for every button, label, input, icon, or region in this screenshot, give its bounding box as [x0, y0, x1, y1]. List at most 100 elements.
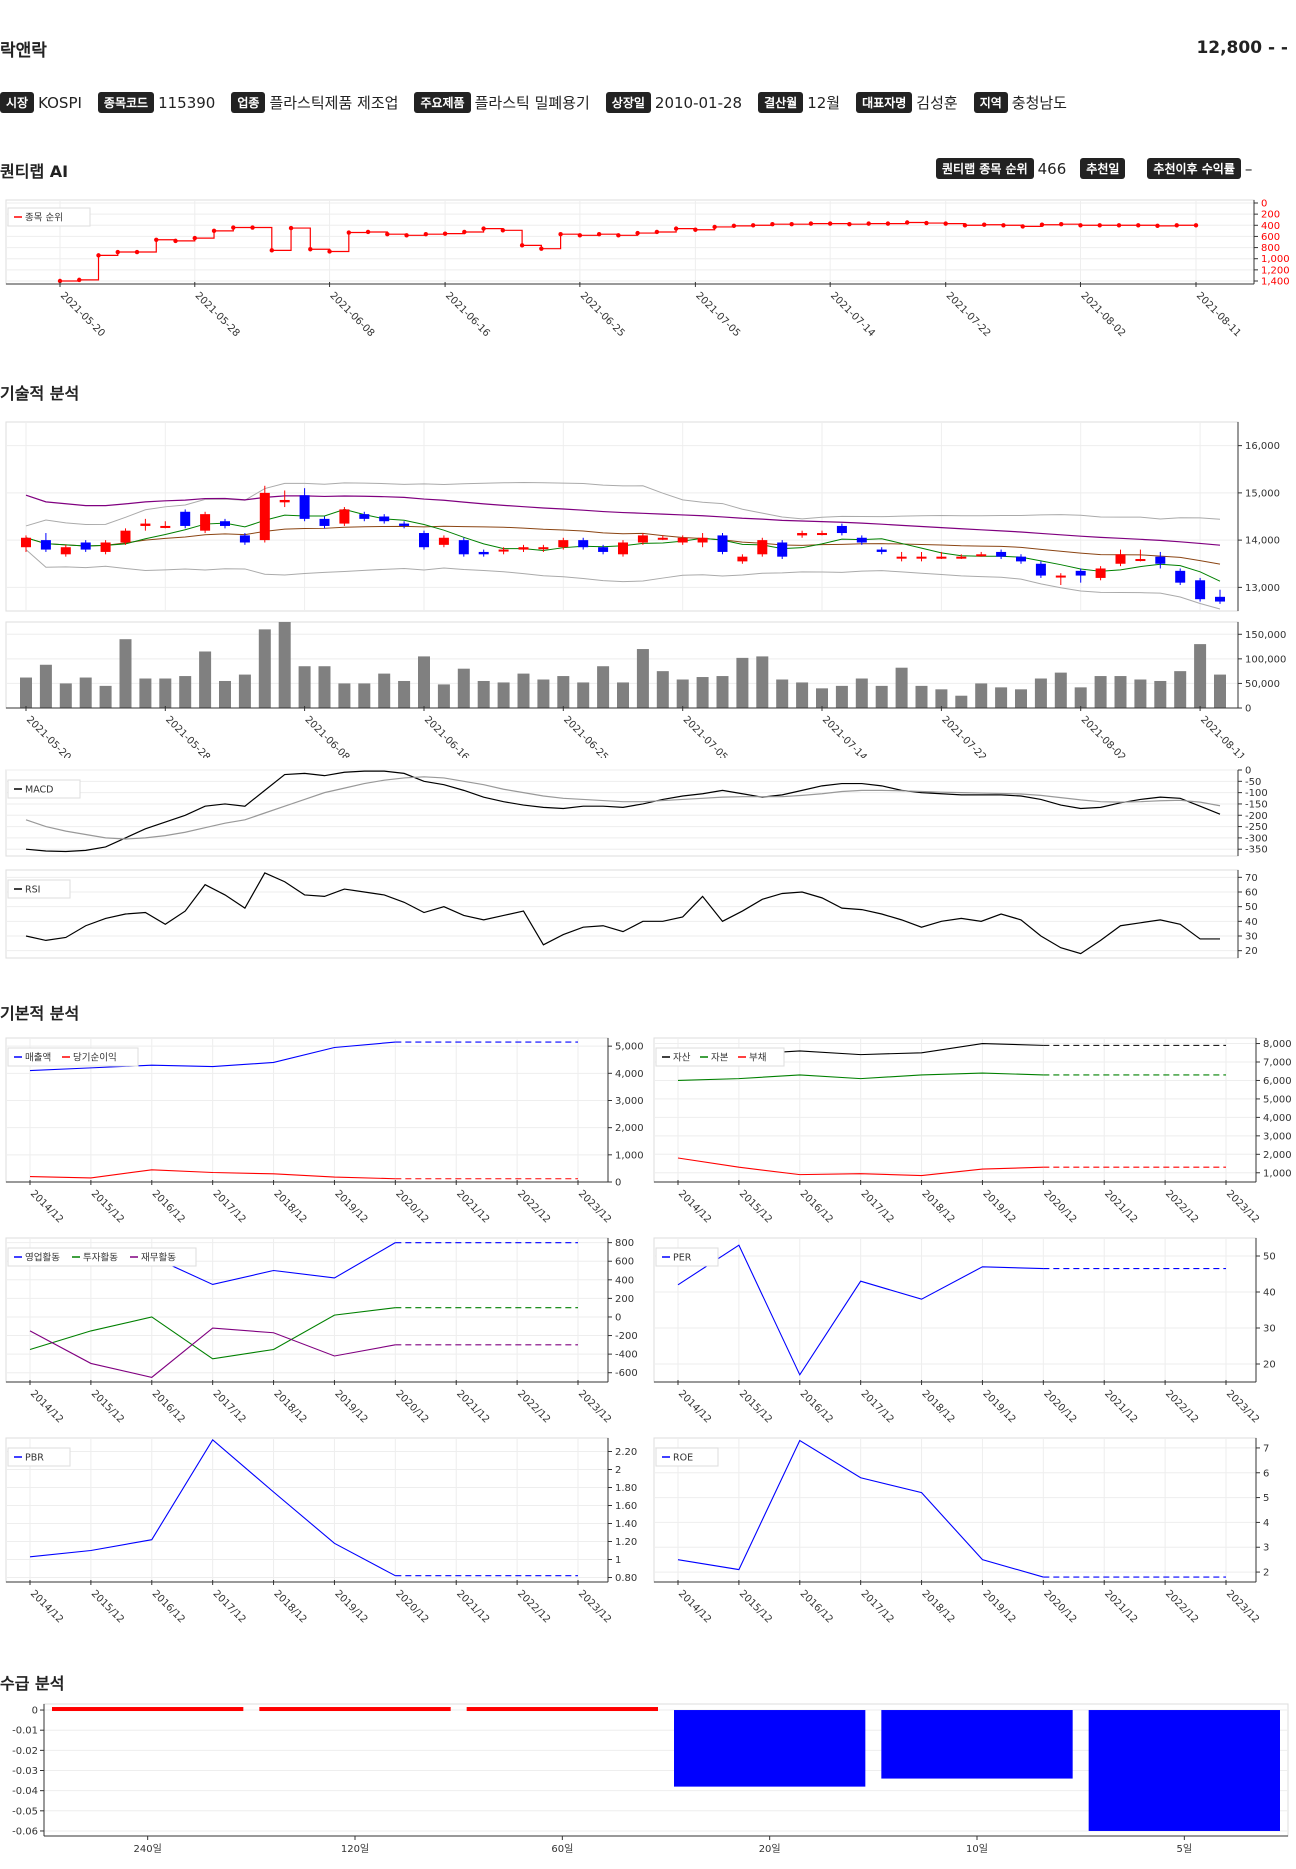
- cashflow-x-label: 2023/12: [576, 1388, 613, 1425]
- rank-label: 퀀티랩 종목 순위: [936, 158, 1034, 179]
- rank-point: [1174, 223, 1179, 228]
- rank-point: [770, 221, 775, 227]
- plot-area: [653, 1437, 1257, 1583]
- y-tick-label: -0.03: [12, 1766, 38, 1777]
- y-tick-label: 600: [1261, 232, 1280, 243]
- pbr-chart: 0.80 1 1.20 1.40 1.60 1.80 2 2.20 2014/12 2015/12…: [5, 1437, 637, 1625]
- candle-body: [856, 537, 867, 543]
- fundamental-section-title: 기본적 분석: [0, 1004, 80, 1023]
- candle-body: [399, 523, 410, 526]
- per-x-label: 2022/12: [1163, 1388, 1200, 1425]
- return-label: 추천이후 수익률: [1147, 158, 1241, 179]
- y-tick-label: 100,000: [1245, 654, 1286, 665]
- rank-point: [904, 220, 910, 225]
- rank-point: [134, 249, 140, 255]
- y-tick-label: 50,000: [1245, 679, 1280, 690]
- rank-point: [673, 226, 679, 231]
- per-x-label: 2020/12: [1041, 1388, 1078, 1425]
- candle-body: [916, 556, 927, 559]
- balance-x-label: 2015/12: [737, 1188, 774, 1225]
- rank-point: [423, 232, 429, 237]
- cashflow-x-label: 2019/12: [332, 1388, 369, 1425]
- bollinger-upper: [25, 481, 1221, 527]
- rank-value: 466: [1037, 159, 1067, 178]
- rank-point: [539, 246, 544, 251]
- listing-date-value: 2010-01-28: [654, 93, 743, 112]
- volume-bar: [915, 685, 928, 708]
- rank-point: [924, 220, 929, 226]
- per-x-label: 2015/12: [737, 1388, 774, 1425]
- y-tick-label: 8,000: [1263, 1039, 1292, 1050]
- volume-bar: [1034, 678, 1047, 708]
- rank-x-label: 2021-05-28: [193, 290, 242, 339]
- y-tick-label: 2.20: [615, 1447, 637, 1458]
- rank-point: [654, 229, 660, 235]
- volume-bar: [855, 678, 868, 708]
- fiscal-month-label: 결산월: [758, 92, 804, 113]
- volume-bar: [935, 689, 948, 708]
- plot-area: [5, 1437, 609, 1583]
- volume-bar: [258, 629, 271, 708]
- volume-x-label: 2021-08-02: [1079, 714, 1128, 758]
- candle-body: [239, 535, 250, 543]
- candle-body: [637, 535, 648, 543]
- volume-bar: [835, 685, 848, 708]
- legend-label: 재무활동: [141, 1252, 176, 1264]
- legend-label: PER: [673, 1253, 692, 1264]
- legend-label: 종목 순위: [25, 212, 63, 224]
- balance-x-label: 2014/12: [676, 1188, 713, 1225]
- candle-body: [956, 556, 967, 559]
- rank-point: [943, 221, 948, 226]
- balance-x-label: 2020/12: [1041, 1188, 1078, 1225]
- y-tick-label: 20: [1263, 1360, 1276, 1371]
- y-tick-label: 2: [1263, 1568, 1269, 1579]
- cashflow-x-label: 2016/12: [150, 1388, 187, 1425]
- legend-label: RSI: [25, 885, 40, 896]
- volume-x-label: 2021-07-22: [939, 714, 988, 758]
- sales-x-label: 2019/12: [332, 1188, 369, 1225]
- volume-bar: [895, 667, 908, 708]
- y-tick-label: 60: [1245, 888, 1258, 899]
- volume-bar: [20, 677, 32, 708]
- rank-point: [1078, 223, 1083, 228]
- y-tick-label: 4: [1263, 1518, 1269, 1529]
- ceo-label: 대표자명: [856, 92, 913, 113]
- candle-body: [1055, 575, 1066, 578]
- sales-series-0: [29, 1041, 396, 1072]
- ceo-value: 김성훈: [916, 94, 958, 112]
- cashflow-x-label: 2015/12: [89, 1388, 126, 1425]
- candle-body: [1075, 570, 1086, 576]
- candle-body: [200, 514, 211, 531]
- sales-chart: 0 1,000 2,000 3,000 4,000 5,000 2014/12 2015/12…: [5, 1037, 644, 1225]
- volume-bar: [617, 682, 629, 708]
- volume-bar: [1154, 680, 1167, 708]
- legend-box: [7, 1247, 197, 1267]
- volume-bar: [298, 666, 311, 708]
- volume-bar: [338, 683, 351, 708]
- volume-bar: [99, 685, 112, 708]
- y-tick-label: -400: [615, 1350, 638, 1361]
- rank-point: [750, 223, 756, 228]
- volume-bar: [597, 666, 610, 708]
- rank-point: [462, 229, 467, 235]
- volume-x-label: 2021-08-11: [1198, 714, 1247, 758]
- market-value: KOSPI: [38, 93, 82, 112]
- volume-bar: [577, 682, 590, 708]
- rank-point: [442, 231, 448, 236]
- rank-x-label: 2021-05-20: [58, 290, 107, 339]
- volume-bar: [736, 657, 749, 708]
- y-tick-label: -100: [1245, 788, 1268, 799]
- balance-x-label: 2018/12: [919, 1188, 956, 1225]
- candle-body: [518, 547, 529, 550]
- rank-point: [731, 223, 737, 229]
- volume-bar: [557, 676, 570, 708]
- rank-point: [558, 232, 563, 237]
- volume-bar: [437, 684, 450, 708]
- rank-point: [519, 243, 525, 248]
- roe-x-label: 2019/12: [980, 1588, 1017, 1625]
- y-tick-label: 800: [615, 1238, 634, 1249]
- y-tick-label: 30: [1263, 1324, 1276, 1335]
- rank-point: [192, 235, 197, 241]
- rank-point: [500, 228, 506, 233]
- volume-x-label: 2021-07-05: [681, 714, 730, 758]
